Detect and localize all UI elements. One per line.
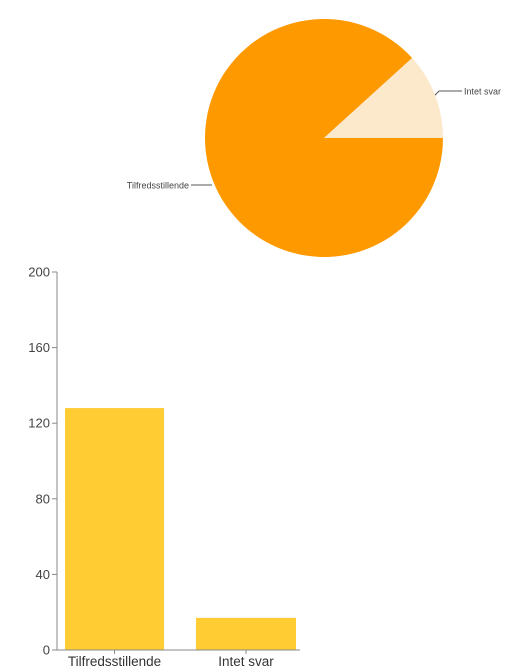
- pie-label-intet-svar: Intet svar: [464, 87, 501, 97]
- pie-leader-line: [434, 90, 440, 96]
- y-tick-label: 80: [36, 491, 50, 506]
- bar-tilfredsstillende: [65, 408, 164, 650]
- bar-intet-svar: [196, 617, 296, 650]
- pie-label-tilfredsstillende: Tilfredsstillende: [127, 181, 189, 191]
- pie-slice-intet-svar: [324, 58, 443, 138]
- y-tick-label: 40: [36, 567, 50, 582]
- y-tick-label: 120: [28, 416, 50, 431]
- y-tick-label: 0: [43, 643, 50, 658]
- x-tick-label-intet-svar: Intet svar: [218, 654, 274, 669]
- y-tick-label: 160: [28, 340, 50, 355]
- pie-chart: Intet svar Tilfredsstillende: [127, 18, 501, 257]
- x-tick-label-tilfredsstillende: Tilfredsstillende: [68, 654, 161, 669]
- pie-slice-tilfredsstillende: [205, 18, 443, 257]
- y-tick-label: 200: [28, 265, 50, 280]
